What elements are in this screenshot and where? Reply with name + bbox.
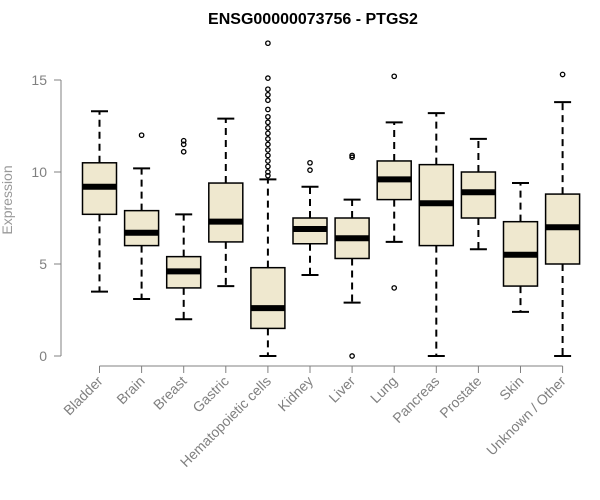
box [250,266,286,330]
outlier-point [265,163,271,170]
x-tick-label: Skin [496,373,527,404]
y-tick-label: 15 [31,72,47,88]
outlier-point [349,154,355,161]
outlier-point [265,136,271,142]
outlier-point [180,148,187,155]
outlier-point [265,158,271,164]
box-group [81,110,118,293]
box-group [334,152,370,359]
y-tick-label: 5 [39,256,47,272]
outlier-point [265,86,271,93]
outlier-point [138,132,145,139]
outlier-point [265,40,271,47]
chart-title: ENSG00000073756 - PTGS2 [208,11,418,28]
outlier-point [265,169,271,175]
box-group [292,159,328,277]
box [208,182,244,243]
outlier-point [265,124,271,131]
plot-area [81,40,581,359]
x-tick-label: Unknown / Other [483,373,569,459]
outlier-point [307,167,313,174]
box-group [502,182,539,313]
box [123,209,160,247]
outlier-point [265,113,271,120]
box-group [544,71,581,357]
outlier-point [559,71,566,78]
outlier-point [265,106,271,113]
x-tick-label: Breast [150,373,190,413]
outlier-point [180,141,187,148]
box-group [250,40,286,357]
y-tick-label: 0 [39,348,47,364]
box-group [208,117,244,288]
y-tick-label: 10 [31,164,47,180]
outlier-point [265,119,271,126]
box-group [165,137,202,321]
x-tick-label: Bladder [60,373,106,419]
x-tick-label: Pancreas [389,373,442,426]
outlier-point [307,159,313,166]
outlier-point [265,97,271,104]
outlier-point [265,91,271,98]
outlier-point [265,147,271,153]
outlier-point [265,172,271,179]
outlier-point [265,152,271,159]
outlier-point [349,353,355,359]
box-group [376,73,412,291]
outlier-point [391,73,398,80]
box-group [460,137,497,251]
outlier-point [265,130,271,137]
outlier-point [180,137,187,144]
x-tick-label: Prostate [436,373,484,421]
outlier-point [391,285,398,291]
outlier-point [349,152,355,159]
y-axis: 0 5 10 15 [31,72,62,364]
x-tick-label: Brain [113,373,147,407]
x-tick-label: Liver [325,373,358,406]
x-tick-label: Kidney [275,373,317,415]
x-tick-label: Lung [367,373,400,406]
outlier-point [265,141,271,148]
box-group [418,112,455,357]
y-axis-label: Expression [0,165,15,234]
outlier-point [265,75,271,82]
box-group [123,132,160,300]
